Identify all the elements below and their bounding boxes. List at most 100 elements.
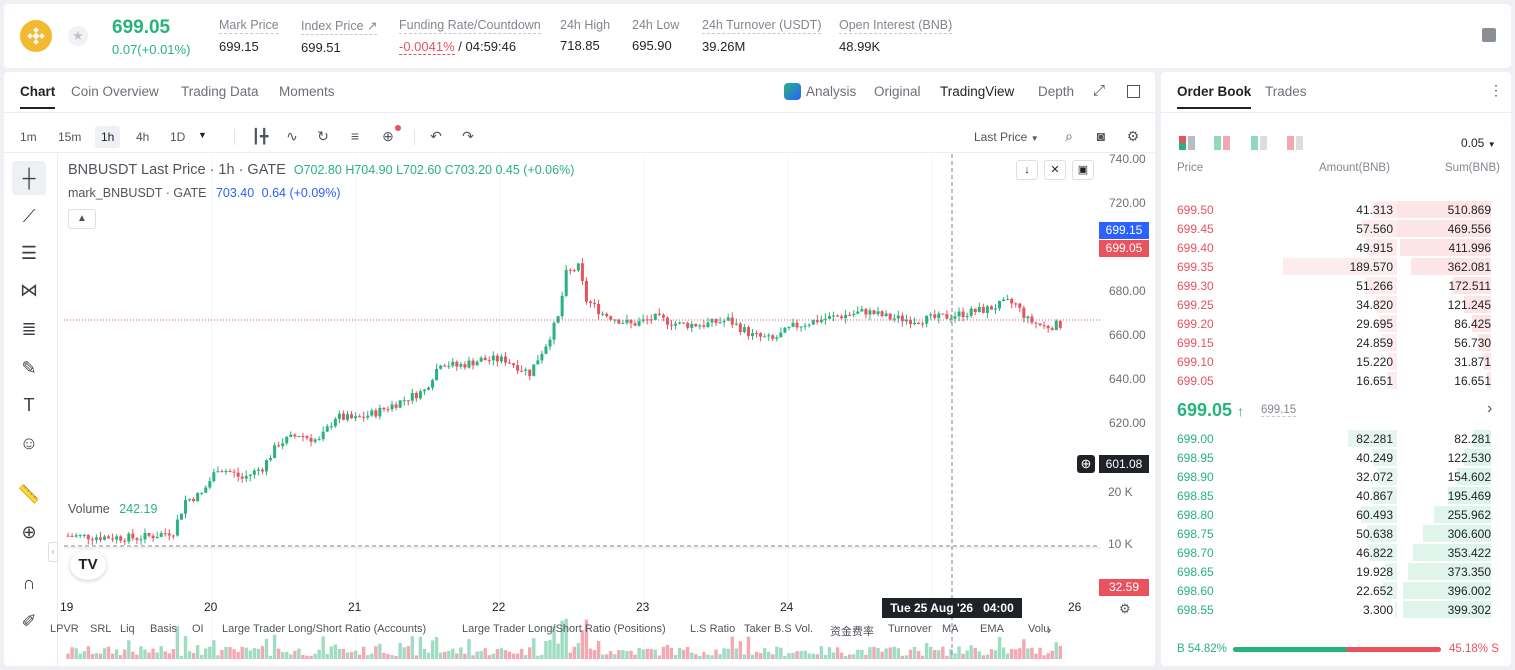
window-icon[interactable] [1127,85,1140,98]
bid-row[interactable]: 698.55 3.300 399.302 [1161,600,1511,619]
draw-lock-tool-icon[interactable]: ✐ [21,611,37,631]
view-depth[interactable]: Depth [1038,84,1075,99]
search-icon[interactable]: ⌕ [1065,128,1073,144]
gear-icon[interactable]: ⚙ [1126,128,1140,144]
tf-1d[interactable]: 1D [170,130,186,144]
ruler-tool-icon[interactable]: 📏 [17,484,41,504]
indicator-item[interactable]: L.S Ratio [690,623,736,635]
bid-row[interactable]: 698.60 22.652 396.002 [1161,581,1511,600]
precision-select[interactable]: 0.05 ▼ [1461,136,1496,150]
indicator-item[interactable]: Liq [120,623,135,635]
zoom-in-tool-icon[interactable]: ⊕ [21,522,37,542]
tf-1h[interactable]: 1h [95,126,121,148]
ask-row[interactable]: 699.05 16.651 16.651 [1161,371,1511,390]
ask-row[interactable]: 699.20 29.695 86.425 [1161,314,1511,333]
templates-icon[interactable]: ≡ [350,128,360,144]
fullscreen-icon[interactable]: ⤢ [1093,82,1106,99]
ask-row[interactable]: 699.45 57.560 469.556 [1161,219,1511,238]
tf-15m[interactable]: 15m [58,130,82,144]
tab-coin-overview[interactable]: Coin Overview [71,84,159,99]
indicator-item[interactable]: Turnover [888,623,932,635]
scroll-down-icon[interactable]: ↓ [1016,160,1038,180]
bid-row[interactable]: 698.85 40.867 195.469 [1161,486,1511,505]
compare-icon[interactable]: ↻ [317,128,329,144]
pattern-tool-icon[interactable]: ⋈ [20,280,38,300]
candle-body [589,301,592,304]
ask-row[interactable]: 699.10 15.220 31.871 [1161,352,1511,371]
emoji-tool-icon[interactable]: ☺ [19,433,39,453]
layout-asks-icon[interactable] [1287,136,1303,150]
tab-trading-data[interactable]: Trading Data [181,84,259,99]
ask-row[interactable]: 699.50 41.313 510.869 [1161,200,1511,219]
volume-bar [973,647,977,659]
price-source-select[interactable]: Last Price ▼ [974,130,1039,144]
add-indicator-icon[interactable]: ⊕ [382,128,394,144]
indicator-item[interactable]: Basis [150,623,177,635]
bid-row[interactable]: 698.70 46.822 353.422 [1161,543,1511,562]
indicator-item[interactable]: MA [942,623,959,635]
brush-tool-icon[interactable]: ✎ [21,358,37,378]
chevron-down-icon[interactable]: ▼ [198,130,207,140]
candle-body [653,313,657,320]
camera-icon[interactable]: ◙ [1096,128,1106,144]
text-tool-icon[interactable]: T [23,395,35,415]
parallel-lines-tool-icon[interactable]: ☰ [20,243,38,263]
more-vertical-icon[interactable]: ⋮ [1489,82,1503,98]
view-original[interactable]: Original [874,84,921,99]
close-x-icon[interactable]: ✕ [1044,160,1066,180]
ask-row[interactable]: 699.30 51.266 172.511 [1161,276,1511,295]
stat-index-price[interactable]: Index Price ↗ 699.51 [301,18,378,55]
indicator-item[interactable]: LPVR [50,623,79,635]
bid-row[interactable]: 699.00 82.281 82.281 [1161,429,1511,448]
volume-bar [981,655,986,659]
tab-order-book[interactable]: Order Book [1177,84,1252,109]
tf-4h[interactable]: 4h [136,130,150,144]
chart-settings-icon[interactable]: ⚙ [1119,601,1131,616]
add-alert-plus-icon[interactable]: ⊕ [1077,455,1095,473]
bid-row[interactable]: 698.95 40.249 122.530 [1161,448,1511,467]
view-analysis[interactable]: Analysis [806,84,857,99]
ask-row[interactable]: 699.15 24.859 56.730 [1161,333,1511,352]
indicator-item[interactable]: 资金费率 [830,626,874,638]
trendline-tool-icon[interactable]: ⟋ [22,206,36,226]
indicator-item[interactable]: Volu [1028,623,1050,635]
chevron-right-icon[interactable]: › [1047,622,1052,637]
candle-type-icon[interactable]: ┃╋ [251,128,269,144]
indicator-item[interactable]: Taker B.S Vol. [744,623,814,635]
view-tradingview[interactable]: TradingView [940,84,1015,99]
tab-trades[interactable]: Trades [1265,84,1307,99]
ask-row[interactable]: 699.25 34.820 121.245 [1161,295,1511,314]
collapse-toolbar-icon[interactable]: ‹ [48,542,58,562]
bid-row[interactable]: 698.80 60.493 255.962 [1161,505,1511,524]
layout-both-icon[interactable] [1179,136,1195,150]
bid-row[interactable]: 698.65 19.928 373.350 [1161,562,1511,581]
tf-1m[interactable]: 1m [20,130,37,144]
undo-icon[interactable]: ↶ [430,128,442,144]
indicator-item[interactable]: SRL [90,623,112,635]
maximize-icon[interactable]: ▣ [1072,160,1094,180]
indicator-item[interactable]: Large Trader Long/Short Ratio (Accounts) [222,623,427,635]
collapse-legend-button[interactable]: ▲ [68,209,96,229]
fib-tool-icon[interactable]: ≣ [21,319,37,339]
ai-analysis-icon[interactable] [784,83,801,100]
notebook-icon[interactable] [1482,28,1496,42]
layout-sells-icon[interactable] [1214,136,1230,150]
redo-icon[interactable]: ↷ [462,128,474,144]
price-chart[interactable] [64,154,1100,659]
ask-row[interactable]: 699.40 49.915 411.996 [1161,238,1511,257]
indicator-item[interactable]: OI [192,623,204,635]
tradingview-logo[interactable]: TV [70,550,106,580]
bid-row[interactable]: 698.75 50.638 306.600 [1161,524,1511,543]
ask-row[interactable]: 699.35 189.570 362.081 [1161,257,1511,276]
tab-moments[interactable]: Moments [279,84,335,99]
favorite-star-icon[interactable]: ★ [68,26,88,46]
indicator-item[interactable]: EMA [980,623,1004,635]
chevron-right-icon[interactable]: › [1487,400,1493,417]
magnet-tool-icon[interactable]: ∩ [22,573,36,593]
bid-row[interactable]: 698.90 32.072 154.602 [1161,467,1511,486]
indicator-item[interactable]: Large Trader Long/Short Ratio (Positions… [462,623,666,635]
indicators-icon[interactable]: ∿ [286,128,298,144]
tab-chart[interactable]: Chart [20,84,56,109]
crosshair-tool-icon[interactable]: ┼ [12,161,46,195]
layout-buys-icon[interactable] [1251,136,1267,150]
